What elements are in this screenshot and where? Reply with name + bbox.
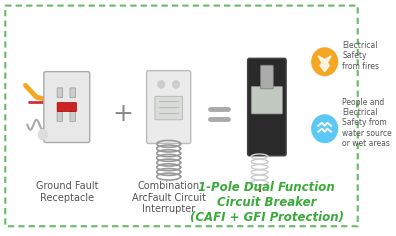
Text: +: +	[112, 102, 133, 126]
FancyBboxPatch shape	[70, 88, 76, 98]
FancyBboxPatch shape	[70, 111, 76, 121]
FancyBboxPatch shape	[261, 65, 273, 89]
Circle shape	[158, 80, 165, 88]
Text: People and
Electrical
Safety from
water source
or wet areas: People and Electrical Safety from water …	[342, 97, 392, 148]
Text: 1-Pole Dual Function
Circuit Breaker
(CAFI + GFI Protection): 1-Pole Dual Function Circuit Breaker (CA…	[190, 181, 344, 224]
FancyBboxPatch shape	[155, 96, 183, 120]
Text: Electrical
Safety
from fires: Electrical Safety from fires	[342, 41, 379, 71]
Circle shape	[172, 80, 180, 88]
Circle shape	[312, 48, 337, 76]
Text: Ground Fault
Receptacle: Ground Fault Receptacle	[36, 181, 98, 202]
Circle shape	[312, 115, 337, 143]
FancyBboxPatch shape	[44, 72, 90, 143]
Text: Combination
ArcFault Circuit
Interrupter: Combination ArcFault Circuit Interrupter	[131, 181, 206, 214]
FancyBboxPatch shape	[57, 111, 63, 121]
FancyBboxPatch shape	[57, 103, 76, 111]
FancyBboxPatch shape	[147, 71, 191, 143]
FancyBboxPatch shape	[57, 88, 63, 98]
FancyBboxPatch shape	[251, 86, 282, 114]
Polygon shape	[318, 56, 331, 72]
FancyBboxPatch shape	[248, 58, 286, 156]
Circle shape	[38, 130, 48, 139]
